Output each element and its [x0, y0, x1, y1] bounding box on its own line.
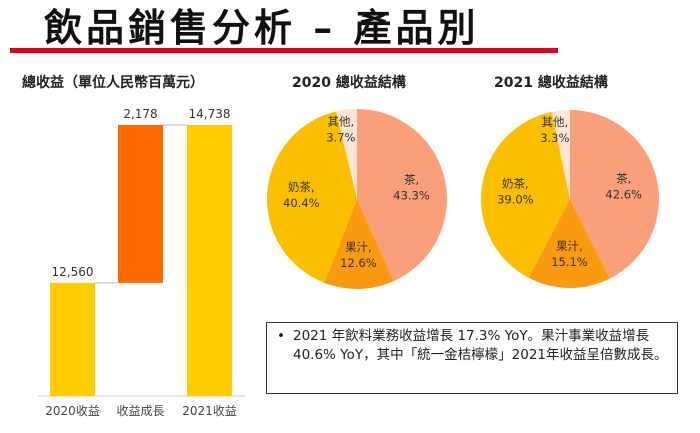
data-label: 14,738 [189, 107, 231, 121]
page-title: 飲品銷售分析 – 產品別 [44, 5, 480, 50]
pie-slice-2 [481, 111, 570, 278]
bullet: • [277, 328, 285, 344]
slice-category: 奶茶, [288, 180, 315, 194]
bar-2 [187, 125, 232, 396]
data-label: 2,178 [123, 107, 157, 121]
pie-2020-title: 2020 總收益結構 [292, 75, 406, 91]
slice-label: 40.4% [283, 196, 320, 210]
slice-label: 43.3% [393, 188, 430, 202]
pie-slice-0 [357, 109, 447, 282]
pie-slice-0 [570, 110, 660, 279]
slice-label: 3.3% [540, 131, 569, 145]
slice-label: 3.7% [326, 130, 355, 144]
pie-slice-1 [528, 199, 610, 288]
pie-slice-3 [336, 109, 357, 199]
slice-category: 茶, [404, 172, 419, 186]
slice-category: 其他, [328, 114, 355, 128]
note-box: • 2021 年飲料業務收益增長 17.3% YoY。果汁事業收益增長40.6%… [266, 322, 678, 394]
data-label: 12,560 [52, 265, 94, 279]
tick-label: 2021收益 [182, 404, 237, 418]
tick-label: 2020收益 [45, 404, 100, 418]
bar-0 [50, 282, 95, 396]
slice-label: 39.0% [497, 192, 534, 206]
slice-category: 其他, [541, 115, 568, 129]
note-text: 2021 年飲料業務收益增長 17.3% YoY。果汁事業收益增長40.6% Y… [293, 328, 668, 363]
slice-label: 15.1% [551, 255, 588, 269]
slice-category: 果汁, [345, 240, 372, 254]
pie-2021-title: 2021 總收益結構 [494, 75, 608, 91]
waterfall-title: 總收益（單位人民幣百萬元） [22, 75, 204, 91]
pie-slice-2 [266, 111, 357, 283]
tick-label: 收益成長 [116, 404, 164, 418]
bar-1 [118, 125, 163, 283]
slice-category: 果汁, [556, 239, 583, 253]
pie-slice-1 [324, 199, 394, 289]
pie-slice-3 [551, 110, 570, 199]
title-underline [10, 48, 558, 53]
slice-category: 茶, [616, 171, 631, 185]
slice-category: 奶茶, [502, 176, 529, 190]
slice-label: 12.6% [340, 256, 377, 270]
slice-label: 42.6% [605, 187, 642, 201]
